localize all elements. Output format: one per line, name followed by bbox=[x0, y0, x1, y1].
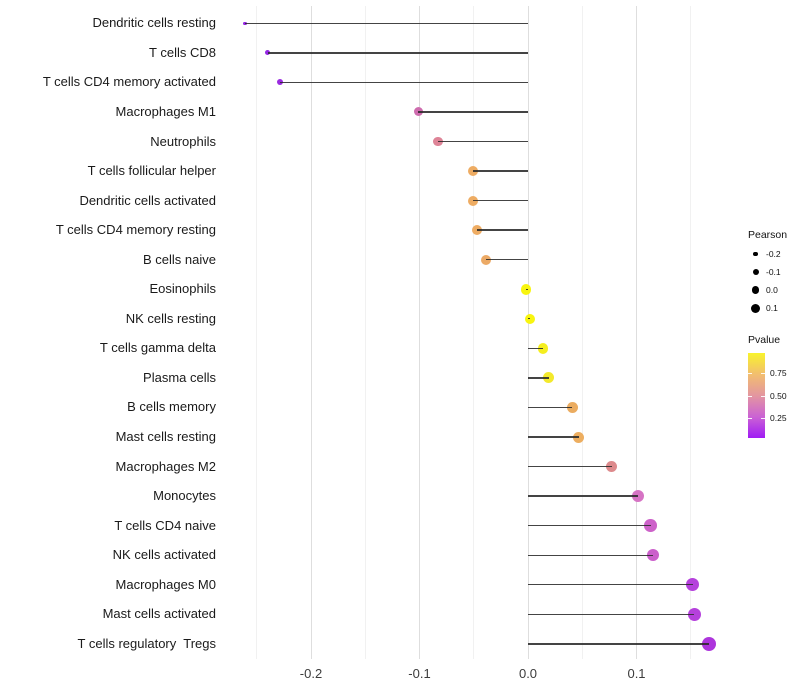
pearson-legend-label: -0.1 bbox=[766, 267, 781, 277]
lollipop-stem bbox=[528, 406, 573, 409]
minor-gridline bbox=[690, 6, 692, 659]
minor-gridline bbox=[364, 6, 366, 659]
x-tick-label: -0.1 bbox=[408, 666, 431, 681]
category-label: T cells regulatory Tregs bbox=[77, 635, 216, 651]
pvalue-legend-label: 0.75 bbox=[770, 367, 787, 378]
lollipop-dot bbox=[605, 460, 618, 473]
pearson-legend-title: Pearson bbox=[748, 229, 788, 241]
colorbar-tick bbox=[748, 418, 752, 420]
pearson-legend-dot bbox=[752, 269, 759, 275]
pearson-legend-dot bbox=[751, 286, 760, 294]
lollipop-stem bbox=[472, 199, 528, 202]
colorbar-tick bbox=[761, 372, 765, 374]
category-label: Plasma cells bbox=[143, 369, 216, 385]
category-label: B cells naive bbox=[143, 251, 216, 267]
major-gridline bbox=[636, 6, 637, 659]
lollipop-stem bbox=[477, 229, 528, 231]
lollipop-stem bbox=[528, 643, 710, 645]
lollipop-dot bbox=[646, 548, 660, 562]
lollipop-dot bbox=[686, 578, 700, 592]
pvalue-colorbar bbox=[748, 353, 765, 438]
category-label: Macrophages M2 bbox=[115, 458, 216, 474]
x-tick-label: 0.0 bbox=[518, 666, 538, 681]
lollipop-stem bbox=[267, 52, 528, 54]
pvalue-legend-label: 0.50 bbox=[770, 391, 787, 401]
category-label: T cells CD8 bbox=[149, 44, 216, 60]
category-label: T cells CD4 memory activated bbox=[42, 74, 216, 90]
category-label: T cells gamma delta bbox=[99, 340, 216, 356]
minor-gridline bbox=[581, 6, 583, 659]
pearson-legend-label: -0.2 bbox=[766, 249, 781, 259]
lollipop-dot bbox=[566, 401, 578, 413]
x-tick-label: -0.2 bbox=[299, 666, 323, 681]
colorbar-tick bbox=[748, 396, 752, 397]
lollipop-stem bbox=[528, 436, 579, 438]
category-label: T cells CD4 naive bbox=[114, 517, 216, 533]
lollipop-dot bbox=[573, 431, 585, 443]
category-label: Neutrophils bbox=[150, 133, 216, 149]
pearson-legend-dot bbox=[751, 303, 760, 313]
minor-gridline bbox=[473, 6, 475, 659]
lollipop-dot bbox=[687, 607, 701, 621]
category-label: Mast cells resting bbox=[115, 429, 216, 444]
pearson-legend-label: 0.1 bbox=[766, 303, 778, 313]
pvalue-legend-label: 0.25 bbox=[770, 413, 787, 424]
lollipop-stem bbox=[244, 22, 528, 24]
lollipop-stem bbox=[528, 554, 653, 556]
pearson-legend-dot bbox=[753, 251, 758, 257]
lollipop-stem bbox=[528, 584, 693, 586]
category-label: NK cells resting bbox=[125, 310, 216, 326]
lollipop-stem bbox=[472, 170, 528, 172]
lollipop-stem bbox=[485, 259, 528, 261]
lollipop-dot bbox=[543, 372, 555, 384]
lollipop-stem bbox=[528, 495, 638, 497]
lollipop-dot bbox=[701, 636, 717, 652]
category-label: Dendritic cells resting bbox=[92, 15, 216, 31]
category-label: Macrophages M1 bbox=[115, 103, 216, 119]
category-label: Monocytes bbox=[153, 488, 216, 504]
colorbar-tick bbox=[761, 396, 765, 397]
x-tick-label: 0.1 bbox=[627, 666, 646, 681]
lollipop-stem bbox=[525, 288, 528, 290]
minor-gridline bbox=[256, 6, 258, 659]
category-label: B cells memory bbox=[127, 399, 216, 415]
pearson-legend-label: 0.0 bbox=[766, 285, 778, 295]
lollipop-stem bbox=[528, 318, 531, 320]
lollipop-dot bbox=[644, 519, 657, 532]
lollipop-dot bbox=[631, 490, 644, 503]
category-label: Dendritic cells activated bbox=[79, 192, 216, 208]
category-label: T cells follicular helper bbox=[87, 163, 216, 179]
lollipop-stem bbox=[279, 81, 528, 84]
category-label: Mast cells activated bbox=[102, 606, 216, 622]
major-gridline bbox=[419, 6, 420, 659]
lollipop-stem bbox=[528, 377, 549, 379]
major-gridline bbox=[527, 6, 529, 659]
lollipop-stem bbox=[437, 140, 528, 143]
category-label: Macrophages M0 bbox=[115, 576, 216, 592]
category-label: Eosinophils bbox=[149, 281, 217, 297]
pvalue-legend-title: Pvalue bbox=[748, 334, 781, 346]
category-label: NK cells activated bbox=[112, 547, 216, 563]
lollipop-stem bbox=[528, 613, 694, 615]
lollipop-dot bbox=[524, 313, 536, 325]
lollipop-stem bbox=[528, 347, 544, 350]
category-label: T cells CD4 memory resting bbox=[55, 222, 216, 238]
major-gridline bbox=[310, 6, 312, 659]
lollipop-stem bbox=[418, 111, 528, 113]
colorbar-tick bbox=[761, 418, 765, 420]
lollipop-stem bbox=[528, 465, 612, 468]
lollipop-stem bbox=[528, 524, 651, 527]
colorbar-tick bbox=[748, 372, 752, 374]
lollipop-dot bbox=[537, 343, 549, 354]
